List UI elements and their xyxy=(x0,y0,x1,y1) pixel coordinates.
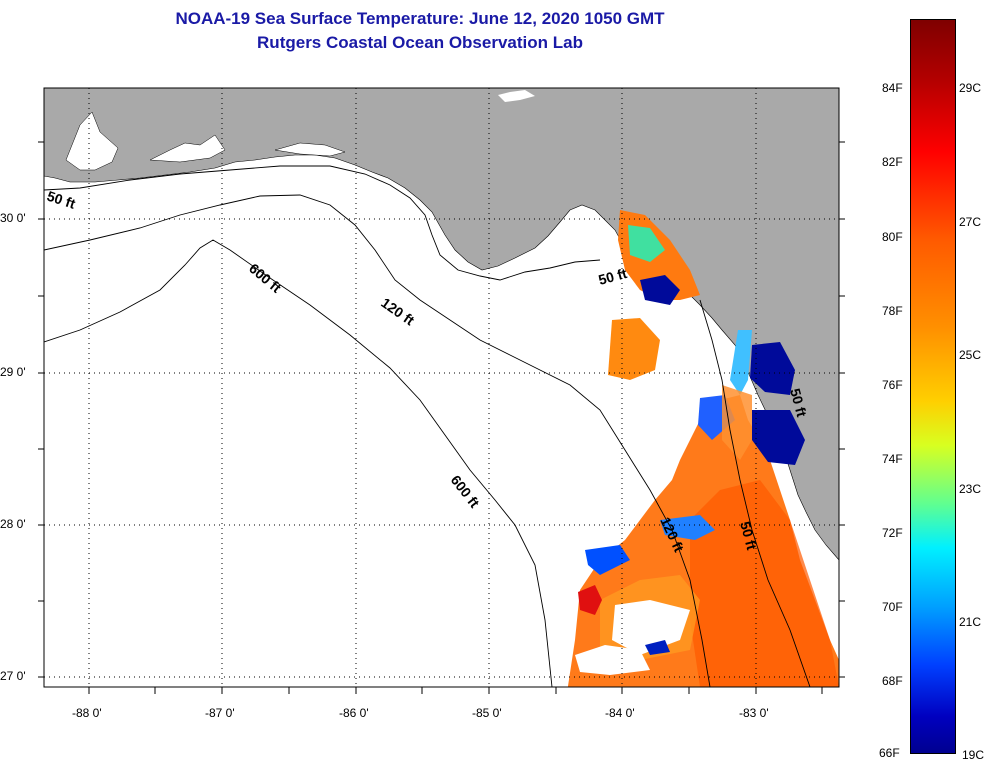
colorbar-c-label: 19C xyxy=(962,748,985,762)
colorbar-f-label: 78F xyxy=(882,304,903,318)
contour-50ft-east xyxy=(699,299,811,687)
lon-label: -88 0' xyxy=(72,706,102,720)
contour-label: 50 ft xyxy=(737,520,760,552)
colorbar-f-label: 76F xyxy=(882,378,903,392)
lat-label: 27 0' xyxy=(0,669,26,683)
contour-600ft xyxy=(44,239,553,687)
lon-label: -87 0' xyxy=(205,706,235,720)
colorbar-f-label: 74F xyxy=(882,452,903,466)
colorbar-f-label: 70F xyxy=(882,600,903,614)
bay-inlet xyxy=(65,111,119,171)
sst-data-layer xyxy=(568,210,839,687)
bay-inlet xyxy=(149,134,226,163)
map-title: NOAA-19 Sea Surface Temperature: June 12… xyxy=(175,9,665,28)
colorbar-f-label: 84F xyxy=(882,81,903,95)
colorbar-f-label: 68F xyxy=(882,674,903,688)
colorbar-c-label: 23C xyxy=(959,482,982,496)
colorbar-c-label: 21C xyxy=(959,615,982,629)
lat-label: 29 0' xyxy=(0,365,26,379)
lon-label: -83 0' xyxy=(739,706,769,720)
lat-label: 28 0' xyxy=(0,517,26,531)
colorbar-f-label: 82F xyxy=(882,155,903,169)
colorbar-c-label: 27C xyxy=(959,215,982,229)
colorbar-f-label: 66F xyxy=(879,746,900,760)
temperature-colorbar xyxy=(910,19,956,754)
contour-50ft xyxy=(44,165,601,281)
lat-label: 30 0' xyxy=(0,211,26,225)
colorbar-c-label: 29C xyxy=(959,81,982,95)
colorbar-c-label: 25C xyxy=(959,348,982,362)
bay-inlet xyxy=(274,142,346,157)
colorbar-f-label: 72F xyxy=(882,526,903,540)
colorbar-f-label: 80F xyxy=(882,230,903,244)
lon-label: -85 0' xyxy=(472,706,502,720)
map-frame xyxy=(43,87,840,688)
contour-120ft xyxy=(44,194,711,687)
tick-marks xyxy=(38,141,845,694)
lon-label: -84 0' xyxy=(605,706,635,720)
contour-label: 50 ft xyxy=(597,265,629,288)
contour-label: 50 ft xyxy=(787,387,810,419)
lon-label: -86 0' xyxy=(339,706,369,720)
lake xyxy=(498,90,535,102)
map-subtitle: Rutgers Coastal Ocean Observation Lab xyxy=(257,33,583,52)
